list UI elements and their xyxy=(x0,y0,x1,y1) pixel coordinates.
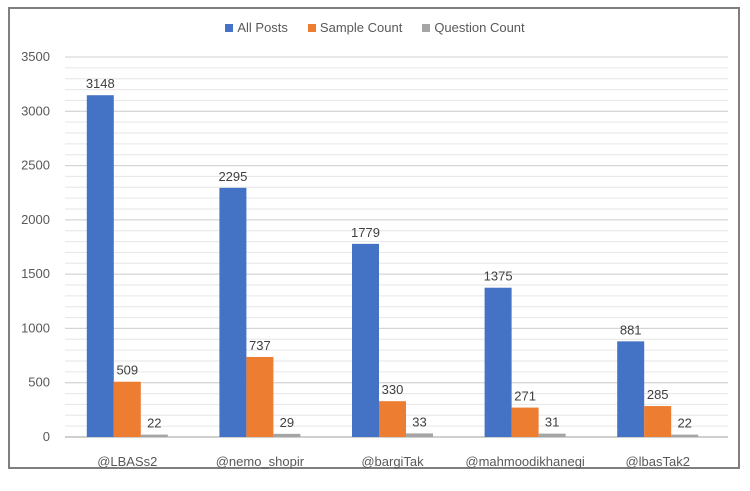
data-label: 330 xyxy=(382,382,404,397)
x-category-label: @nemo_shopir xyxy=(216,454,305,469)
y-tick-label: 3500 xyxy=(21,49,50,64)
legend-swatch-all-posts xyxy=(225,23,234,32)
x-category-label: @LBASs2 xyxy=(97,454,157,469)
data-label: 285 xyxy=(647,387,669,402)
bar-all-posts xyxy=(86,95,114,438)
bar-all-posts xyxy=(484,287,512,437)
legend-swatch-sample-count xyxy=(307,23,316,32)
legend-swatch-question-count xyxy=(422,23,431,32)
bar-question-count xyxy=(671,434,699,437)
data-label: 29 xyxy=(280,415,294,430)
x-category-label: @mahmoodikhanegi xyxy=(465,454,585,469)
y-tick-label: 2500 xyxy=(21,158,50,173)
legend-item-question-count: Question Count xyxy=(422,20,525,35)
bar-sample-count xyxy=(379,401,406,437)
y-tick-label: 2000 xyxy=(21,212,50,227)
x-category-label: @bargiTak xyxy=(361,454,424,469)
bar-all-posts xyxy=(617,341,645,437)
y-tick-label: 500 xyxy=(28,375,50,390)
bar-question-count xyxy=(406,433,433,437)
data-label: 1779 xyxy=(351,225,380,240)
y-tick-label: 1000 xyxy=(21,320,50,335)
legend-label: Question Count xyxy=(434,20,525,35)
x-category-label: @lbasTak2 xyxy=(625,454,690,469)
data-label: 2295 xyxy=(218,169,247,184)
data-label: 509 xyxy=(116,363,138,378)
y-tick-label: 3000 xyxy=(21,103,50,118)
data-label: 33 xyxy=(412,414,426,429)
bar-all-posts xyxy=(219,187,247,437)
data-label: 271 xyxy=(514,389,536,404)
data-label: 1375 xyxy=(484,269,513,284)
data-label: 737 xyxy=(249,338,271,353)
bar-sample-count xyxy=(246,356,274,437)
data-label: 22 xyxy=(677,416,691,431)
y-tick-label: 0 xyxy=(43,429,50,444)
bar-question-count xyxy=(273,433,301,437)
data-label: 3148 xyxy=(86,76,115,91)
bar-question-count xyxy=(140,434,168,437)
y-tick-label: 1500 xyxy=(21,266,50,281)
bar-question-count xyxy=(538,433,566,437)
legend-item-all-posts: All Posts xyxy=(225,20,288,35)
bar-all-posts xyxy=(352,243,379,437)
chart-legend: All Posts Sample Count Question Count xyxy=(0,20,750,35)
data-label: 31 xyxy=(545,415,559,430)
bar-sample-count xyxy=(113,381,141,437)
legend-label: All Posts xyxy=(237,20,288,35)
bar-sample-count xyxy=(644,406,672,437)
legend-item-sample-count: Sample Count xyxy=(307,20,403,35)
data-label: 881 xyxy=(620,322,642,337)
bar-sample-count xyxy=(511,407,539,437)
legend-label: Sample Count xyxy=(319,20,403,35)
data-label: 22 xyxy=(147,416,161,431)
